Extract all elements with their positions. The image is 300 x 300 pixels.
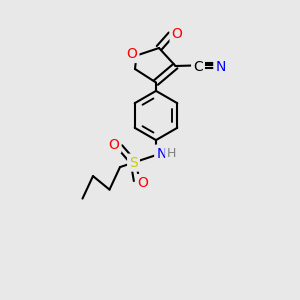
Text: O: O [172,28,182,41]
Text: O: O [127,47,137,61]
Text: H: H [167,147,176,160]
Text: S: S [129,156,138,170]
Text: N: N [156,147,167,160]
Text: O: O [137,176,148,190]
Text: O: O [109,138,119,152]
Text: C: C [193,60,203,74]
Text: N: N [215,60,226,74]
